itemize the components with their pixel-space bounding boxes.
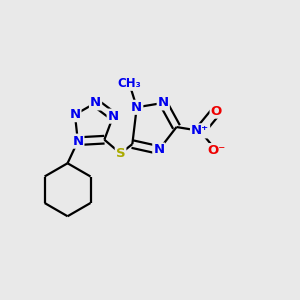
Text: CH₃: CH₃ (118, 77, 141, 90)
Text: N: N (72, 135, 83, 148)
Text: N: N (158, 96, 169, 110)
Text: N⁺: N⁺ (191, 124, 209, 137)
Text: N: N (69, 108, 80, 121)
Text: N: N (131, 101, 142, 114)
Text: O⁻: O⁻ (207, 144, 225, 157)
Text: N: N (90, 96, 101, 110)
Text: N: N (108, 110, 119, 123)
Text: N: N (153, 143, 164, 157)
Text: O: O (211, 105, 222, 118)
Text: S: S (116, 147, 125, 160)
